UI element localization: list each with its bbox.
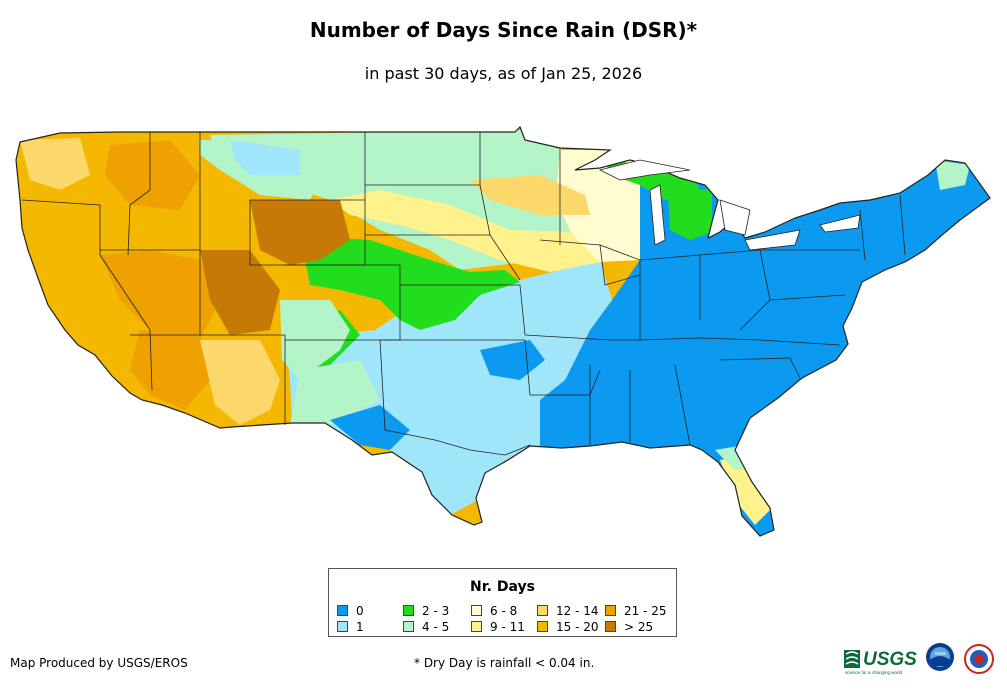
legend-swatch bbox=[537, 621, 548, 632]
legend-label: 0 bbox=[356, 604, 364, 618]
legend-label: 12 - 14 bbox=[556, 604, 599, 618]
map-subtitle: in past 30 days, as of Jan 25, 2026 bbox=[364, 64, 643, 83]
legend-label: 15 - 20 bbox=[556, 620, 599, 634]
legend-label: 9 - 11 bbox=[490, 620, 525, 634]
legend-swatch bbox=[537, 605, 548, 616]
legend-swatch bbox=[605, 605, 616, 616]
agency-logos: USGS science for a changing world noaa bbox=[844, 643, 994, 675]
noaa-wordmark: noaa bbox=[934, 651, 945, 657]
legend-item: 21 - 25 bbox=[605, 605, 667, 617]
legend-item: 4 - 5 bbox=[403, 621, 449, 633]
legend-item: 12 - 14 bbox=[537, 605, 599, 617]
legend-swatch bbox=[471, 605, 482, 616]
legend-item: 9 - 11 bbox=[471, 621, 525, 633]
legend-item: > 25 bbox=[605, 621, 653, 633]
legend-label: 6 - 8 bbox=[490, 604, 518, 618]
noaa-logo: noaa bbox=[926, 643, 954, 671]
legend-label: 21 - 25 bbox=[624, 604, 667, 618]
legend-swatch bbox=[605, 621, 616, 632]
legend-label: > 25 bbox=[624, 620, 654, 634]
legend-swatch bbox=[471, 621, 482, 632]
legend-item: 15 - 20 bbox=[537, 621, 599, 633]
legend-title: Nr. Days bbox=[470, 579, 535, 595]
usgs-tagline: science for a changing world bbox=[845, 670, 903, 675]
map-title: Number of Days Since Rain (DSR)* bbox=[309, 18, 698, 42]
nws-logo bbox=[964, 644, 994, 674]
footnote-text: * Dry Day is rainfall < 0.04 in. bbox=[414, 656, 595, 670]
legend-label: 4 - 5 bbox=[422, 620, 450, 634]
legend-item: 2 - 3 bbox=[403, 605, 449, 617]
credit-text: Map Produced by USGS/EROS bbox=[10, 656, 188, 670]
legend-label: 1 bbox=[356, 620, 364, 634]
usgs-wordmark: USGS bbox=[863, 649, 917, 670]
legend-swatch bbox=[337, 605, 348, 616]
legend-swatch bbox=[403, 605, 414, 616]
legend-item: 6 - 8 bbox=[471, 605, 517, 617]
legend-label: 2 - 3 bbox=[422, 604, 450, 618]
great-lakes bbox=[598, 159, 861, 251]
legend-swatch bbox=[403, 621, 414, 632]
legend-swatch bbox=[337, 621, 348, 632]
map-legend: Nr. Days 0 1 2 - 3 4 - 5 6 - 8 9 - 11 12… bbox=[328, 568, 677, 637]
usgs-logo: USGS science for a changing world bbox=[844, 649, 917, 675]
legend-item: 1 bbox=[337, 621, 364, 633]
legend-item: 0 bbox=[337, 605, 364, 617]
